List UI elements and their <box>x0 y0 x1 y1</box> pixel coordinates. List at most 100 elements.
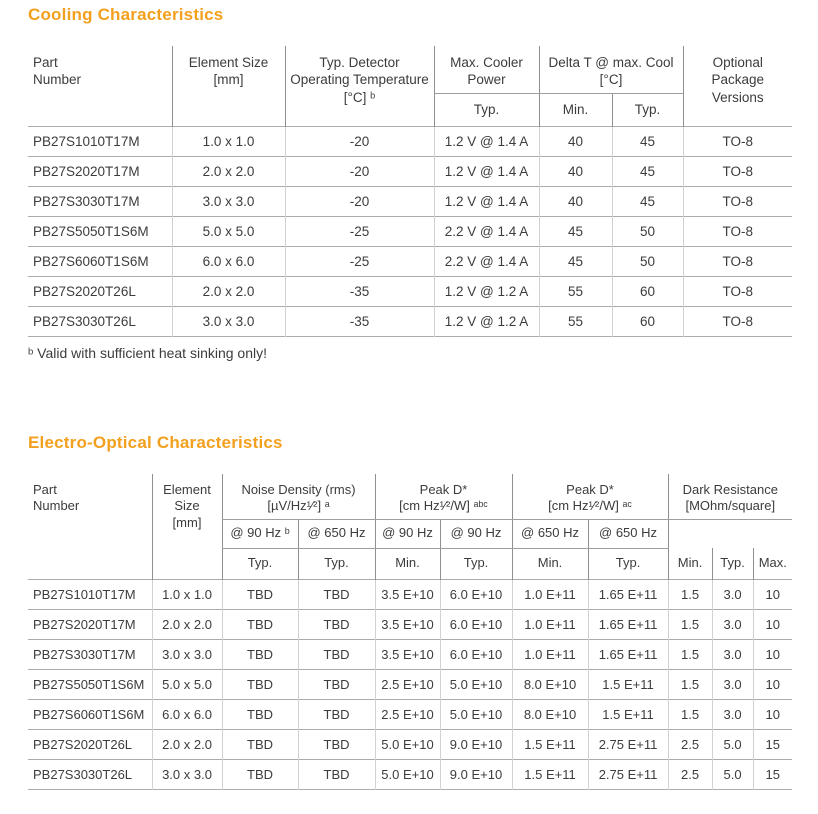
cell: 1.5 E+11 <box>587 698 669 730</box>
cell: 9.0 E+10 <box>439 758 513 790</box>
dark-resistance-spacer <box>667 519 793 549</box>
cell: 2.0 x 2.0 <box>151 728 222 760</box>
cell: 5.0 E+10 <box>439 668 513 700</box>
table-row: PB27S1010T17M 1.0 x 1.0 -20 1.2 V @ 1.4 A 40… <box>28 125 793 157</box>
cell: 55 <box>538 275 612 307</box>
column-header-peak-d-650: Peak D* [cm Hz¹⁄²/W] ᵃᶜ <box>511 473 669 520</box>
cell: TBD <box>221 578 298 610</box>
cell: TO-8 <box>682 275 793 307</box>
cell: 10 <box>752 698 793 730</box>
cell: 40 <box>538 185 612 217</box>
subheader-dark-typ: Typ. <box>711 548 754 580</box>
subheader-delta-typ: Typ. <box>611 93 684 127</box>
column-header-element-size: Element Size [mm] <box>151 473 222 580</box>
cell: 3.0 <box>711 578 754 610</box>
cell: 10 <box>752 578 793 610</box>
cell: -35 <box>284 275 434 307</box>
column-header-part-number: Part Number <box>33 481 80 514</box>
cell: -20 <box>284 185 434 217</box>
cell: 5.0 <box>711 728 754 760</box>
cell: 2.75 E+11 <box>587 728 669 760</box>
cell: TBD <box>297 698 375 730</box>
cell: 2.5 E+10 <box>374 698 440 730</box>
cell: TBD <box>221 608 298 640</box>
table-row: PB27S2020T26L 2.0 x 2.0 -35 1.2 V @ 1.2 A 55… <box>28 275 793 307</box>
cell: 55 <box>538 305 612 337</box>
cell: TBD <box>297 728 375 760</box>
subheader-freq-90hz: @ 90 Hz <box>374 519 440 549</box>
cell: 1.5 <box>667 578 713 610</box>
cell: 45 <box>611 185 684 217</box>
column-header-peak-d-90: Peak D* [cm Hz¹⁄²/W] ᵃᵇᶜ <box>374 473 513 520</box>
cell: TBD <box>297 638 375 670</box>
cell: TBD <box>297 668 375 700</box>
cell: 1.0 E+11 <box>511 638 589 670</box>
cell: 3.0 <box>711 698 754 730</box>
cell: PB27S3030T17M <box>28 638 152 670</box>
cell: -25 <box>284 245 434 277</box>
subheader-freq-90hz: @ 90 Hz <box>439 519 513 549</box>
cell: 1.2 V @ 1.2 A <box>433 275 539 307</box>
subheader-peak650-min: Min. <box>511 548 589 580</box>
cell: 10 <box>752 638 793 670</box>
cell: 1.65 E+11 <box>587 608 669 640</box>
cell: 45 <box>538 245 612 277</box>
column-header-package-versions: Optional Package Versions <box>682 46 793 127</box>
cell: TBD <box>297 758 375 790</box>
cell: PB27S1010T17M <box>28 125 172 157</box>
cell: -35 <box>284 305 434 337</box>
cell: 2.5 <box>667 728 713 760</box>
cell: 6.0 E+10 <box>439 578 513 610</box>
cell: 50 <box>611 215 684 247</box>
cell: 1.0 x 1.0 <box>171 125 285 157</box>
subheader-dark-max: Max. <box>752 548 793 580</box>
cell: 2.2 V @ 1.4 A <box>433 245 539 277</box>
heat-sinking-footnote: ᵇ Valid with sufficient heat sinking onl… <box>28 344 268 361</box>
subheader-freq-650hz: @ 650 Hz <box>587 519 669 549</box>
cell: PB27S6060T1S6M <box>28 245 172 277</box>
cell: 60 <box>611 305 684 337</box>
cell: 50 <box>611 245 684 277</box>
cell: 3.5 E+10 <box>374 638 440 670</box>
cell: -20 <box>284 125 434 157</box>
cell: 1.2 V @ 1.2 A <box>433 305 539 337</box>
electro-optical-table: Part Number Element Size [mm] Noise Dens… <box>28 473 793 790</box>
column-header-noise-density: Noise Density (rms) [µV/Hz¹⁄²] ᵃ <box>221 473 375 520</box>
column-header-cooler-power: Max. Cooler Power <box>433 46 539 94</box>
cell: 3.0 <box>711 668 754 700</box>
cooling-table-header: Part Number Element Size [mm] Typ. Detec… <box>28 46 793 127</box>
cell: 60 <box>611 275 684 307</box>
subheader-dark-min: Min. <box>667 548 713 580</box>
table-row: PB27S3030T26L 3.0 x 3.0 TBD TBD 5.0 E+10 9.0 … <box>28 758 793 790</box>
cell: TO-8 <box>682 215 793 247</box>
cell: 1.0 E+11 <box>511 608 589 640</box>
cell: TBD <box>297 608 375 640</box>
cell: 5.0 <box>711 758 754 790</box>
cell: PB27S2020T17M <box>28 155 172 187</box>
cell: 3.0 x 3.0 <box>151 638 222 670</box>
cell: 15 <box>752 758 793 790</box>
cell: 40 <box>538 125 612 157</box>
cell: TO-8 <box>682 155 793 187</box>
cell: 1.5 <box>667 638 713 670</box>
cell: TO-8 <box>682 305 793 337</box>
cell: PB27S3030T26L <box>28 305 172 337</box>
cell: TO-8 <box>682 185 793 217</box>
cell: 5.0 x 5.0 <box>171 215 285 247</box>
table-row: PB27S2020T17M 2.0 x 2.0 TBD TBD 3.5 E+10 6.0 … <box>28 608 793 640</box>
cell: 1.5 <box>667 608 713 640</box>
cell: 6.0 E+10 <box>439 638 513 670</box>
cell: PB27S3030T17M <box>28 185 172 217</box>
cell: 5.0 E+10 <box>439 698 513 730</box>
cell: 1.5 E+11 <box>587 668 669 700</box>
subheader-peak90-min: Min. <box>374 548 440 580</box>
electro-optical-section-title: Electro-Optical Characteristics <box>28 432 283 452</box>
column-header-detector-temperature: Typ. Detector Operating Temperature [°C]… <box>284 46 434 127</box>
table-row: PB27S2020T26L 2.0 x 2.0 TBD TBD 5.0 E+10 9.0 … <box>28 728 793 760</box>
cell: 3.0 <box>711 608 754 640</box>
cell: TBD <box>221 698 298 730</box>
cell: 1.2 V @ 1.4 A <box>433 125 539 157</box>
cell: 5.0 E+10 <box>374 728 440 760</box>
cell: TBD <box>221 668 298 700</box>
column-header-element-size: Element Size [mm] <box>171 46 285 127</box>
